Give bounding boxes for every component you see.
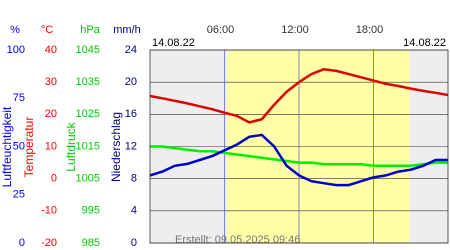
y-tick-label: 30 (45, 76, 57, 88)
date-right: 14.08.22 (403, 37, 446, 49)
y-tick-label: 8 (131, 173, 137, 185)
y-tick-label: 1045 (76, 44, 100, 56)
x-tick-label: 06:00 (207, 24, 235, 36)
data-line (150, 145, 448, 168)
axis-unit: °C (41, 24, 53, 36)
y-tick-label: 75 (13, 92, 25, 104)
y-tick-label: 4 (131, 205, 137, 217)
y-tick-label: 1005 (76, 173, 100, 185)
data-line (149, 68, 449, 124)
y-tick-label: 995 (82, 205, 100, 217)
y-tick-label: 100 (7, 44, 25, 56)
x-tick-label: 18:00 (356, 24, 384, 36)
y-tick-label: 16 (125, 108, 137, 120)
plot-border (149, 49, 449, 244)
y-tick-label: 12 (125, 140, 137, 152)
footer: Erstellt: 09.05.2025 09:46 (175, 234, 300, 246)
axis-unit: mm/h (113, 24, 141, 36)
date-left: 14.08.22 (152, 37, 195, 49)
y-tick-label: 24 (125, 44, 137, 56)
y-tick-label: -10 (41, 205, 57, 217)
y-tick-label: 1015 (76, 140, 100, 152)
y-tick-label: 25 (13, 189, 25, 201)
y-tick-label: 0 (131, 237, 137, 249)
data-line (149, 133, 448, 187)
axis-unit: hPa (80, 24, 100, 36)
y-tick-label: 50 (13, 140, 25, 152)
y-tick-label: 40 (45, 44, 57, 56)
y-tick-label: 1035 (76, 76, 100, 88)
y-tick-label: 1025 (76, 108, 100, 120)
axis-label: Niederschlag (109, 112, 123, 182)
y-tick-label: 0 (51, 173, 57, 185)
y-tick-label: -20 (41, 237, 57, 249)
y-tick-label: 20 (45, 108, 57, 120)
y-tick-label: 985 (82, 237, 100, 249)
y-tick-label: 10 (45, 140, 57, 152)
x-tick-label: 12:00 (281, 24, 309, 36)
axis-unit: % (10, 24, 20, 36)
y-tick-label: 0 (19, 237, 25, 249)
y-tick-label: 20 (125, 76, 137, 88)
axis-label: Temperatur (22, 117, 36, 178)
axis-label: Luftfeuchtigkeit (0, 106, 14, 187)
axis-label: Luftdruck (64, 121, 78, 171)
